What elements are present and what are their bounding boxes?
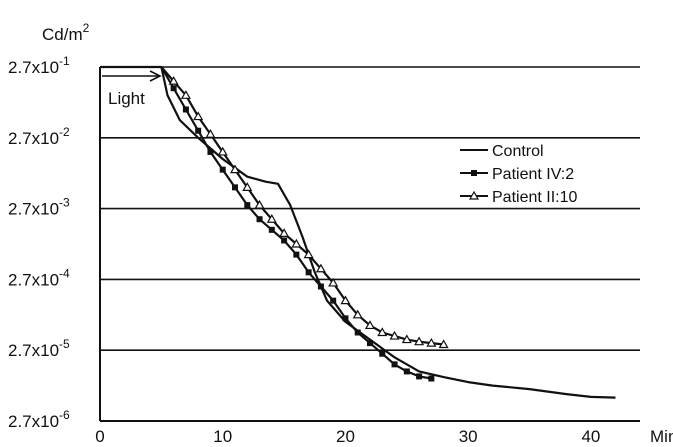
x-tick-label: 10 [213, 427, 232, 446]
data-point [305, 269, 312, 276]
data-point [205, 129, 216, 138]
annotations: Light [102, 70, 162, 108]
data-point [330, 297, 337, 304]
data-point [403, 368, 410, 375]
series-line [160, 66, 444, 346]
data-point [232, 184, 238, 191]
y-tick-label: 2.7x10-6 [8, 408, 70, 431]
data-point [279, 228, 290, 237]
x-tick-labels: 0 10 20 30 40 Min [95, 427, 673, 446]
data-point [377, 327, 388, 337]
legend-label: Patient II:10 [492, 189, 577, 206]
data-point [244, 202, 251, 209]
data-point [182, 106, 189, 113]
data-point [414, 336, 425, 346]
data-point [180, 90, 191, 99]
x-tick-label: 30 [459, 427, 478, 446]
data-point [367, 340, 373, 347]
x-axis-unit: Min [650, 427, 673, 446]
data-point [428, 375, 435, 382]
y-axis-unit: Cd/m2 [42, 21, 90, 44]
data-point [364, 320, 376, 330]
y-tick-label: 2.7x10-5 [8, 337, 70, 360]
data-point [352, 309, 363, 319]
legend-label: Control [492, 143, 544, 160]
data-point [193, 111, 204, 121]
data-point [340, 295, 351, 305]
data-point [354, 329, 361, 336]
data-point [195, 127, 202, 134]
series-group [100, 65, 616, 399]
data-point [229, 164, 241, 174]
y-tick-label: 2.7x10-4 [8, 266, 70, 289]
data-point [391, 361, 398, 368]
axes [99, 67, 640, 422]
data-point [438, 339, 449, 349]
data-point [219, 166, 226, 173]
data-point [207, 148, 214, 155]
data-point [379, 350, 386, 357]
x-tick-label: 40 [581, 427, 600, 446]
data-point [268, 226, 275, 233]
legend-marker [468, 190, 480, 200]
legend: Control Patient IV:2 Patient II:10 [460, 143, 577, 206]
data-point [293, 251, 300, 258]
data-point [303, 249, 314, 259]
x-tick-label: 0 [95, 427, 104, 446]
legend-label: Patient IV:2 [492, 166, 574, 183]
data-point [342, 315, 349, 322]
data-point [328, 277, 339, 287]
data-point [254, 199, 265, 209]
data-point [426, 337, 437, 347]
data-point [416, 373, 423, 380]
light-label: Light [108, 89, 145, 108]
legend-marker [471, 170, 477, 176]
y-tick-labels: 2.7x10-1 2.7x10-2 2.7x10-3 2.7x10-4 2.7x10-5… [8, 21, 90, 431]
light-arrow-head [149, 70, 162, 82]
data-point [317, 283, 324, 290]
data-point [170, 85, 177, 92]
data-point [256, 216, 263, 223]
series-line [100, 65, 616, 399]
data-point [389, 330, 400, 340]
y-tick-label: 2.7x10-1 [8, 54, 70, 77]
data-point [168, 75, 179, 85]
data-point [401, 334, 412, 344]
data-point [281, 237, 288, 244]
data-point [291, 238, 302, 248]
data-point [242, 182, 253, 191]
data-point [217, 146, 228, 156]
data-point [266, 214, 277, 223]
data-point [315, 263, 326, 273]
y-tick-label: 2.7x10-3 [8, 196, 70, 219]
y-tick-label: 2.7x10-2 [8, 125, 70, 148]
x-tick-label: 20 [336, 427, 355, 446]
